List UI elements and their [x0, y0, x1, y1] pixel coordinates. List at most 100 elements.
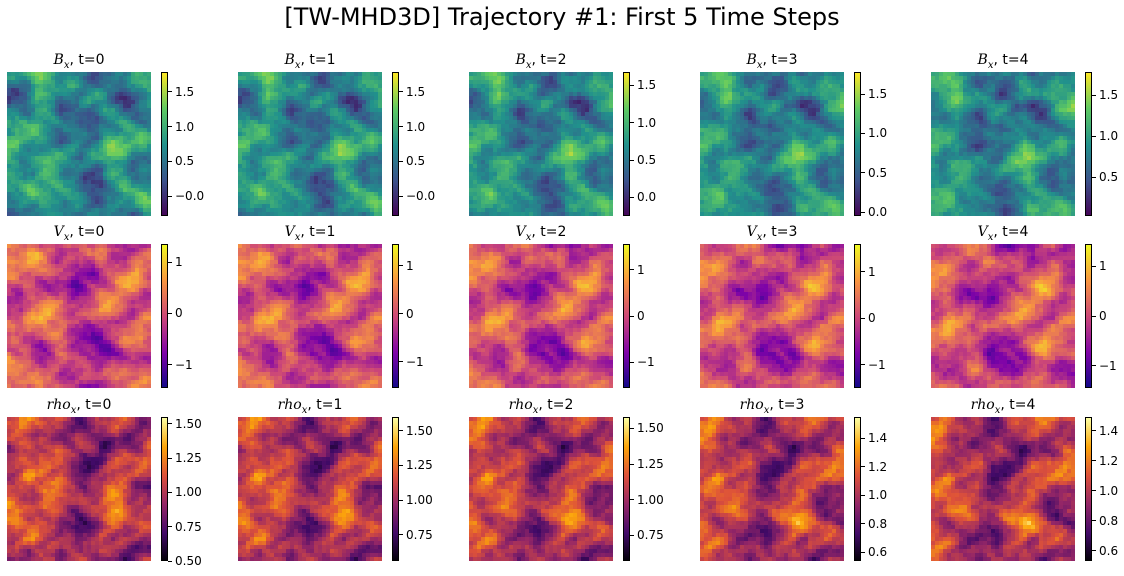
heatmap-cell — [63, 80, 68, 85]
heatmap-cell — [266, 92, 271, 97]
heatmap-cell — [828, 116, 833, 121]
heatmap-cell — [11, 72, 16, 77]
heatmap-cell — [489, 92, 494, 97]
heatmap-cell — [561, 180, 566, 185]
heatmap-cell — [808, 136, 813, 141]
heatmap-cell — [302, 144, 307, 149]
heatmap-cell — [744, 92, 749, 97]
heatmap-cell — [27, 160, 32, 165]
heatmap-cell — [732, 92, 737, 97]
heatmap-cell — [549, 124, 554, 129]
heatmap-cell — [469, 168, 474, 173]
heatmap-cell — [23, 140, 28, 145]
heatmap-cell — [354, 84, 359, 89]
heatmap-cell — [39, 192, 44, 197]
heatmap-cell — [294, 120, 299, 125]
heatmap-cell — [310, 124, 315, 129]
heatmap-cell — [804, 112, 809, 117]
heatmap-cell — [15, 116, 20, 121]
heatmap-cell — [119, 200, 124, 205]
heatmap-cell — [553, 164, 558, 169]
heatmap-cell — [513, 148, 518, 153]
heatmap-cell — [485, 72, 490, 77]
heatmap-cell — [294, 204, 299, 209]
heatmap-cell — [67, 140, 72, 145]
heatmap-cell — [31, 204, 36, 209]
heatmap-cell — [557, 104, 562, 109]
heatmap-cell — [816, 156, 821, 161]
heatmap-cell — [561, 200, 566, 205]
heatmap-cell — [732, 84, 737, 89]
heatmap-cell — [720, 132, 725, 137]
heatmap-cell — [238, 80, 243, 85]
heatmap-cell — [792, 100, 797, 105]
heatmap-cell — [358, 184, 363, 189]
heatmap-cell — [123, 80, 128, 85]
heatmap-cell — [517, 76, 522, 81]
heatmap-cell — [561, 132, 566, 137]
heatmap-cell — [513, 164, 518, 169]
heatmap-cell — [573, 164, 578, 169]
heatmap-cell — [796, 132, 801, 137]
heatmap-cell — [338, 212, 343, 216]
heatmap-cell — [294, 144, 299, 149]
heatmap-cell — [294, 148, 299, 153]
heatmap-cell — [593, 92, 598, 97]
heatmap-cell — [378, 196, 382, 201]
heatmap-cell — [700, 172, 705, 177]
heatmap-cell — [238, 76, 243, 81]
heatmap-cell — [23, 108, 28, 113]
heatmap-cell — [103, 148, 108, 153]
heatmap-cell — [756, 88, 761, 93]
heatmap-cell — [601, 168, 606, 173]
heatmap-cell — [537, 208, 542, 213]
heatmap-cell — [103, 200, 108, 205]
heatmap-cell — [700, 112, 705, 117]
heatmap-cell — [605, 196, 610, 201]
heatmap-cell — [529, 208, 534, 213]
heatmap-cell — [282, 180, 287, 185]
heatmap-cell — [75, 112, 80, 117]
heatmap-cell — [700, 144, 705, 149]
heatmap-cell — [246, 120, 251, 125]
heatmap-cell — [780, 148, 785, 153]
heatmap-cell — [573, 72, 578, 77]
heatmap-cell — [824, 104, 829, 109]
heatmap-cell — [577, 84, 582, 89]
heatmap-cell — [59, 200, 64, 205]
heatmap-cell — [314, 184, 319, 189]
heatmap-cell — [565, 212, 570, 216]
heatmap-cell — [529, 84, 534, 89]
heatmap-cell — [513, 84, 518, 89]
heatmap-cell — [135, 192, 140, 197]
heatmap-cell — [728, 164, 733, 169]
heatmap-cell — [796, 144, 801, 149]
heatmap-cell — [270, 168, 275, 173]
heatmap-cell — [724, 184, 729, 189]
heatmap-cell — [708, 104, 713, 109]
heatmap-cell — [489, 200, 494, 205]
heatmap-cell — [123, 132, 128, 137]
heatmap-cell — [274, 180, 279, 185]
heatmap-cell — [605, 152, 610, 157]
colorbar-tick — [399, 126, 403, 128]
heatmap-cell — [322, 200, 327, 205]
heatmap-cell — [314, 104, 319, 109]
heatmap-cell — [115, 84, 120, 89]
heatmap-cell — [585, 80, 590, 85]
heatmap-cell — [832, 156, 837, 161]
heatmap-cell — [553, 188, 558, 193]
heatmap-cell — [577, 156, 582, 161]
heatmap-cell — [517, 168, 522, 173]
heatmap-cell — [270, 200, 275, 205]
heatmap-cell — [246, 92, 251, 97]
heatmap-cell — [79, 176, 84, 181]
heatmap-cell — [111, 180, 116, 185]
heatmap-cell — [290, 160, 295, 165]
heatmap-cell — [107, 124, 112, 129]
heatmap-cell — [274, 192, 279, 197]
heatmap-cell — [55, 104, 60, 109]
heatmap-cell — [250, 120, 255, 125]
heatmap-cell — [147, 80, 151, 85]
heatmap-cell — [67, 188, 72, 193]
